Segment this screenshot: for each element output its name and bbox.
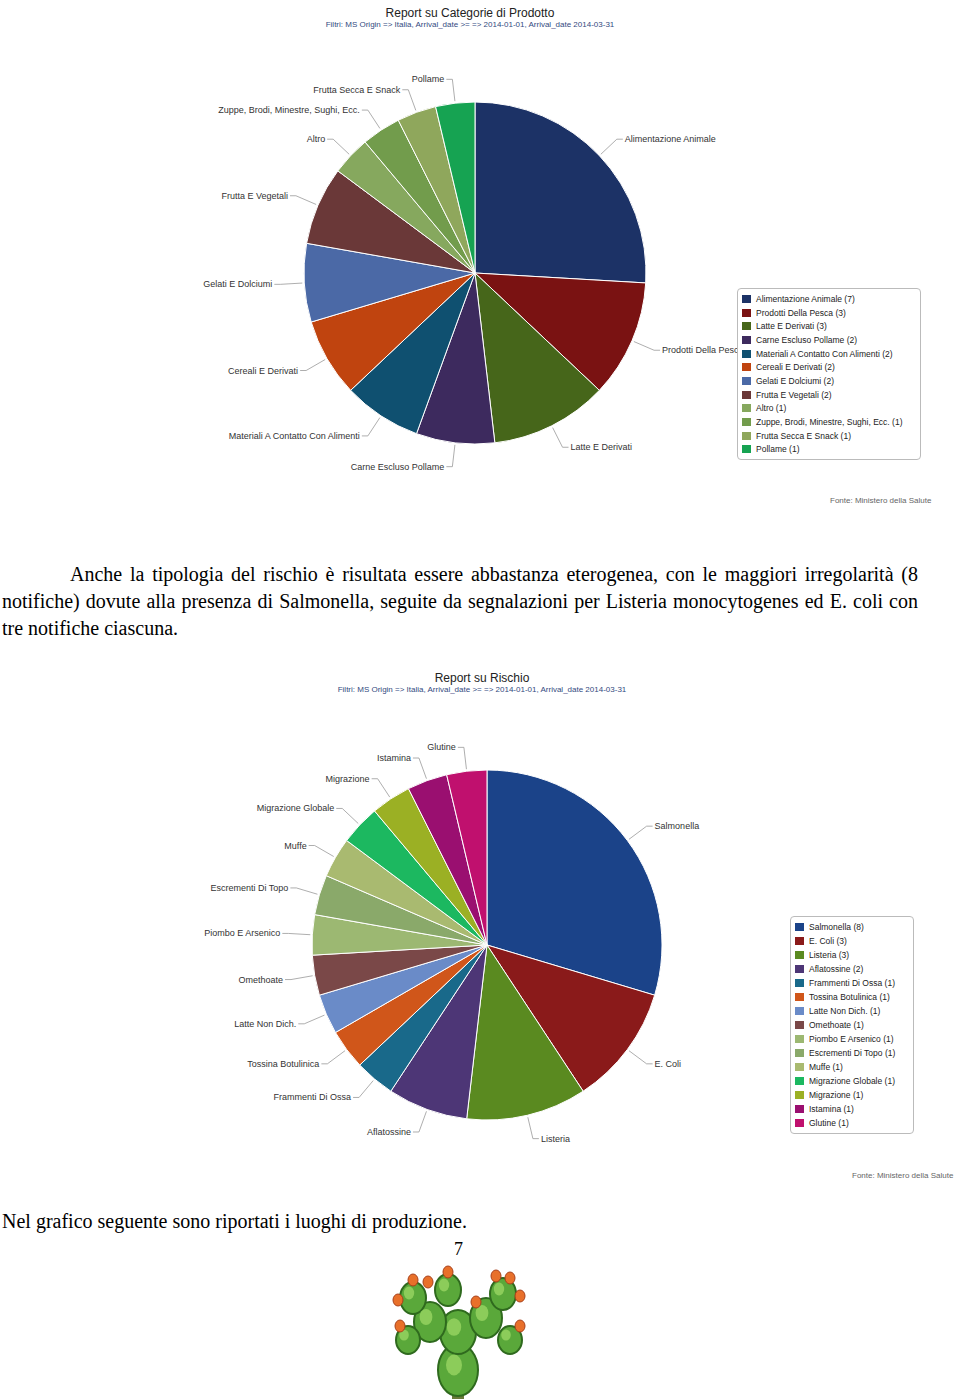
- svg-text:Listeria: Listeria: [541, 1134, 570, 1144]
- svg-text:Frutta E Vegetali: Frutta E Vegetali: [221, 191, 288, 201]
- svg-text:Zuppe, Brodi, Minestre, Sughi,: Zuppe, Brodi, Minestre, Sughi, Ecc.: [218, 105, 360, 115]
- html-text:Zuppe, Brodi, Minestre, Sughi,: Zuppe, Brodi, Minestre, Sughi, Ecc. (1): [756, 417, 903, 427]
- html-text:Migrazione Globale (1): Migrazione Globale (1): [809, 1076, 895, 1086]
- html-text:Gelati E Dolciumi (2): Gelati E Dolciumi (2): [756, 376, 834, 386]
- html-text:Cereali E Derivati (2): Cereali E Derivati (2): [756, 362, 835, 373]
- svg-text:Alimentazione Animale: Alimentazione Animale: [625, 134, 716, 144]
- svg-text:Migrazione Globale: Migrazione Globale: [257, 803, 335, 813]
- svg-text:Cereali E Derivati: Cereali E Derivati: [228, 366, 298, 376]
- html-text:Filtri: MS Origin => Italia, A: Filtri: MS Origin => Italia, Arrival_dat…: [325, 20, 615, 29]
- html-text:Frammenti Di Ossa (1): Frammenti Di Ossa (1): [809, 978, 895, 988]
- html-text:Aflatossine (2): Aflatossine (2): [809, 964, 864, 974]
- svg-text:Pollame: Pollame: [412, 74, 445, 84]
- html-text:Glutine (1): Glutine (1): [809, 1118, 849, 1128]
- svg-text:Gelati E Dolciumi: Gelati E Dolciumi: [203, 279, 272, 289]
- svg-text:Latte Non Dich.: Latte Non Dich.: [234, 1019, 296, 1029]
- html-text:Piombo E Arsenico (1): Piombo E Arsenico (1): [809, 1034, 894, 1044]
- svg-text:Migrazione: Migrazione: [326, 774, 370, 784]
- svg-text:Prodotti Della Pesca: Prodotti Della Pesca: [662, 345, 740, 355]
- html-text:Frutta Secca E Snack (1): Frutta Secca E Snack (1): [756, 430, 851, 441]
- svg-text:Istamina: Istamina: [377, 753, 411, 763]
- svg-text:Muffe: Muffe: [284, 841, 306, 851]
- html-text:Salmonella (8): Salmonella (8): [809, 922, 864, 932]
- svg-text:Piombo E Arsenico: Piombo E Arsenico: [204, 928, 280, 938]
- html-text:Alimentazione Animale (7): Alimentazione Animale (7): [756, 293, 855, 304]
- html-text:Frutta E Vegetali (2): Frutta E Vegetali (2): [756, 389, 832, 400]
- html-text:Prodotti Della Pesca (3): Prodotti Della Pesca (3): [756, 307, 846, 318]
- svg-text:Frammenti Di Ossa: Frammenti Di Ossa: [274, 1092, 352, 1102]
- svg-text:Omethoate: Omethoate: [238, 975, 283, 985]
- svg-text:Glutine: Glutine: [427, 742, 456, 752]
- html-text:Omethoate (1): Omethoate (1): [809, 1020, 864, 1030]
- html-text:Listeria (3): Listeria (3): [809, 950, 850, 960]
- html-text:Latte E Derivati (3): Latte E Derivati (3): [756, 321, 827, 332]
- svg-text:Materiali A Contatto Con Alime: Materiali A Contatto Con Alimenti: [229, 431, 360, 441]
- html-text:Escrementi Di Topo (1): Escrementi Di Topo (1): [809, 1048, 896, 1058]
- html-text:Pollame (1): Pollame (1): [756, 444, 800, 455]
- svg-text:Altro: Altro: [307, 134, 326, 144]
- svg-text:Carne Escluso Pollame: Carne Escluso Pollame: [351, 462, 445, 472]
- html-text:7: 7: [454, 1239, 463, 1259]
- svg-text:Salmonella: Salmonella: [655, 821, 700, 831]
- svg-text:E. Coli: E. Coli: [655, 1059, 682, 1069]
- svg-text:Aflatossine: Aflatossine: [367, 1127, 411, 1137]
- html-text:Altro (1): Altro (1): [756, 403, 787, 414]
- html-text:Muffe (1): Muffe (1): [809, 1062, 843, 1072]
- html-text:Fonte: Ministero della Salute: Fonte: Ministero della Salute: [852, 1171, 954, 1180]
- svg-text:Escrementi Di Topo: Escrementi Di Topo: [210, 883, 288, 893]
- html-text:Fonte: Ministero della Salute: Fonte: Ministero della Salute: [830, 496, 932, 505]
- html-text:Filtri: MS Origin => Italia, A: Filtri: MS Origin => Italia, Arrival_dat…: [337, 685, 627, 694]
- html-text:Latte Non Dich. (1): Latte Non Dich. (1): [809, 1006, 881, 1016]
- svg-text:Tossina Botulinica: Tossina Botulinica: [247, 1059, 319, 1069]
- html-text:Report su Categorie di Prodott: Report su Categorie di Prodotto: [385, 6, 555, 20]
- svg-text:Frutta Secca E Snack: Frutta Secca E Snack: [313, 85, 401, 95]
- html-text:Nel grafico seguente sono ripo: Nel grafico seguente sono riportati i lu…: [2, 1210, 467, 1232]
- html-text:Anche la tipologia del rischio: Anche la tipologia del rischio è risulta…: [2, 563, 918, 639]
- html-text:Tossina Botulinica (1): Tossina Botulinica (1): [809, 992, 890, 1002]
- html-text:Carne Escluso Pollame (2): Carne Escluso Pollame (2): [756, 334, 858, 345]
- html-text:Report su Rischio: Report su Rischio: [434, 671, 530, 685]
- svg-text:Latte E Derivati: Latte E Derivati: [571, 442, 633, 452]
- html-text:Materiali A Contatto Con Alime: Materiali A Contatto Con Alimenti (2): [756, 348, 893, 359]
- html-text:E. Coli (3): E. Coli (3): [809, 936, 847, 946]
- html-text:Migrazione (1): Migrazione (1): [809, 1090, 864, 1100]
- html-text:Istamina (1): Istamina (1): [809, 1104, 854, 1114]
